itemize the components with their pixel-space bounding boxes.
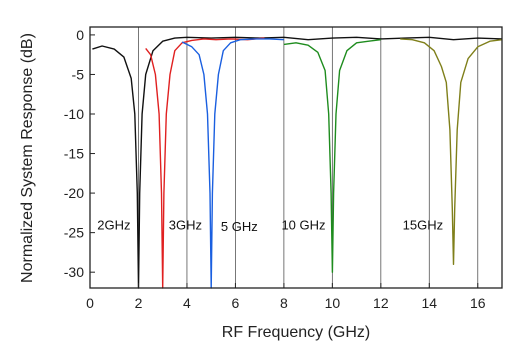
series-line bbox=[400, 38, 503, 265]
plot-frame bbox=[89, 26, 503, 289]
x-tick-label: 8 bbox=[280, 295, 288, 311]
y-tick-label: -25 bbox=[64, 225, 84, 241]
annotation-label: 3GHz bbox=[169, 217, 202, 232]
y-axis: 0 -5 -10 -15 -20 -25 -30 bbox=[64, 27, 95, 280]
x-tick-label: 2 bbox=[135, 295, 143, 311]
annotation-label: 10 GHz bbox=[281, 217, 325, 232]
y-tick-label: -20 bbox=[64, 185, 84, 201]
y-tick-label: -30 bbox=[64, 264, 84, 280]
annotation-label: 5 GHz bbox=[221, 219, 258, 234]
x-tick-label: 10 bbox=[325, 295, 341, 311]
y-tick-label: -10 bbox=[64, 106, 84, 122]
y-tick-label: -15 bbox=[64, 146, 84, 162]
y-axis-title: Normalized System Response (dB) bbox=[19, 33, 36, 283]
series-line bbox=[181, 38, 284, 289]
x-tick-label: 12 bbox=[373, 295, 389, 311]
plot-background bbox=[90, 27, 502, 288]
annotation-label: 2GHz bbox=[97, 217, 130, 232]
series-line bbox=[92, 36, 503, 289]
x-tick-label: 6 bbox=[232, 295, 240, 311]
series-line bbox=[283, 39, 381, 273]
x-tick-label: 16 bbox=[470, 295, 486, 311]
annotations: 2GHz 3GHz 5 GHz 10 GHz 15GHz bbox=[97, 217, 443, 234]
y-tick-label: 0 bbox=[76, 27, 84, 43]
x-axis: 0 2 4 6 8 10 12 14 16 bbox=[86, 283, 486, 311]
x-tick-label: 14 bbox=[422, 295, 438, 311]
series-line bbox=[145, 37, 265, 289]
x-axis-title: RF Frequency (GHz) bbox=[222, 324, 370, 341]
y-tick-label: -5 bbox=[72, 66, 85, 82]
grid bbox=[138, 27, 479, 288]
series-group bbox=[92, 36, 503, 289]
x-tick-label: 0 bbox=[86, 295, 94, 311]
annotation-label: 15GHz bbox=[403, 217, 443, 232]
x-tick-label: 4 bbox=[183, 295, 191, 311]
